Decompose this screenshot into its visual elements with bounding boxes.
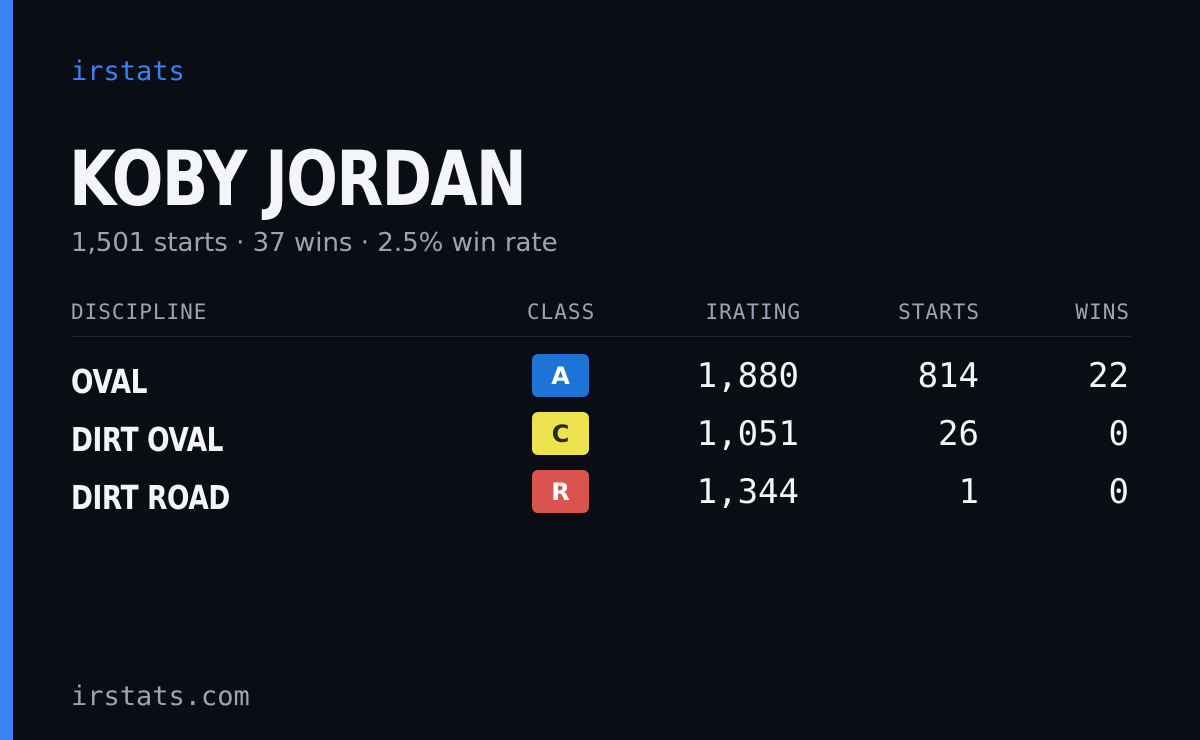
class-badge: R <box>532 470 589 513</box>
brand-logo[interactable]: irstats <box>71 56 185 87</box>
header-discipline: DISCIPLINE <box>71 300 208 324</box>
table-row: OVAL A 1,880 814 22 <box>71 354 1131 406</box>
irating-value: 1,051 <box>696 414 799 454</box>
driver-name: KOBY JORDAN <box>69 134 527 223</box>
header-irating: IRATING <box>705 300 801 324</box>
accent-bar <box>0 0 13 740</box>
irating-value: 1,344 <box>696 472 799 512</box>
class-badge: C <box>532 412 589 455</box>
starts-value: 26 <box>938 414 979 454</box>
win-rate: 2.5% win rate <box>377 228 558 258</box>
separator: · <box>236 228 245 258</box>
footer-domain[interactable]: irstats.com <box>71 681 250 712</box>
wins-value: 22 <box>1088 356 1129 396</box>
table-row: DIRT ROAD R 1,344 1 0 <box>71 470 1131 522</box>
separator: · <box>360 228 370 258</box>
starts-value: 1 <box>958 472 979 512</box>
total-starts: 1,501 starts <box>71 228 228 258</box>
wins-value: 0 <box>1108 472 1129 512</box>
wins-value: 0 <box>1108 414 1129 454</box>
table-header: DISCIPLINE CLASS IRATING STARTS WINS <box>71 300 1131 337</box>
header-wins: WINS <box>1075 300 1130 324</box>
total-wins: 37 wins <box>252 228 353 258</box>
driver-summary: 1,501 starts · 37 wins · 2.5% win rate <box>71 228 558 258</box>
irating-value: 1,880 <box>696 356 799 396</box>
header-class: CLASS <box>527 300 596 324</box>
header-starts: STARTS <box>898 300 980 324</box>
discipline-name: DIRT OVAL <box>71 420 224 459</box>
starts-value: 814 <box>917 356 979 396</box>
class-badge: A <box>532 354 589 397</box>
discipline-name: OVAL <box>71 362 148 401</box>
table-row: DIRT OVAL C 1,051 26 0 <box>71 412 1131 464</box>
discipline-name: DIRT ROAD <box>71 478 230 517</box>
